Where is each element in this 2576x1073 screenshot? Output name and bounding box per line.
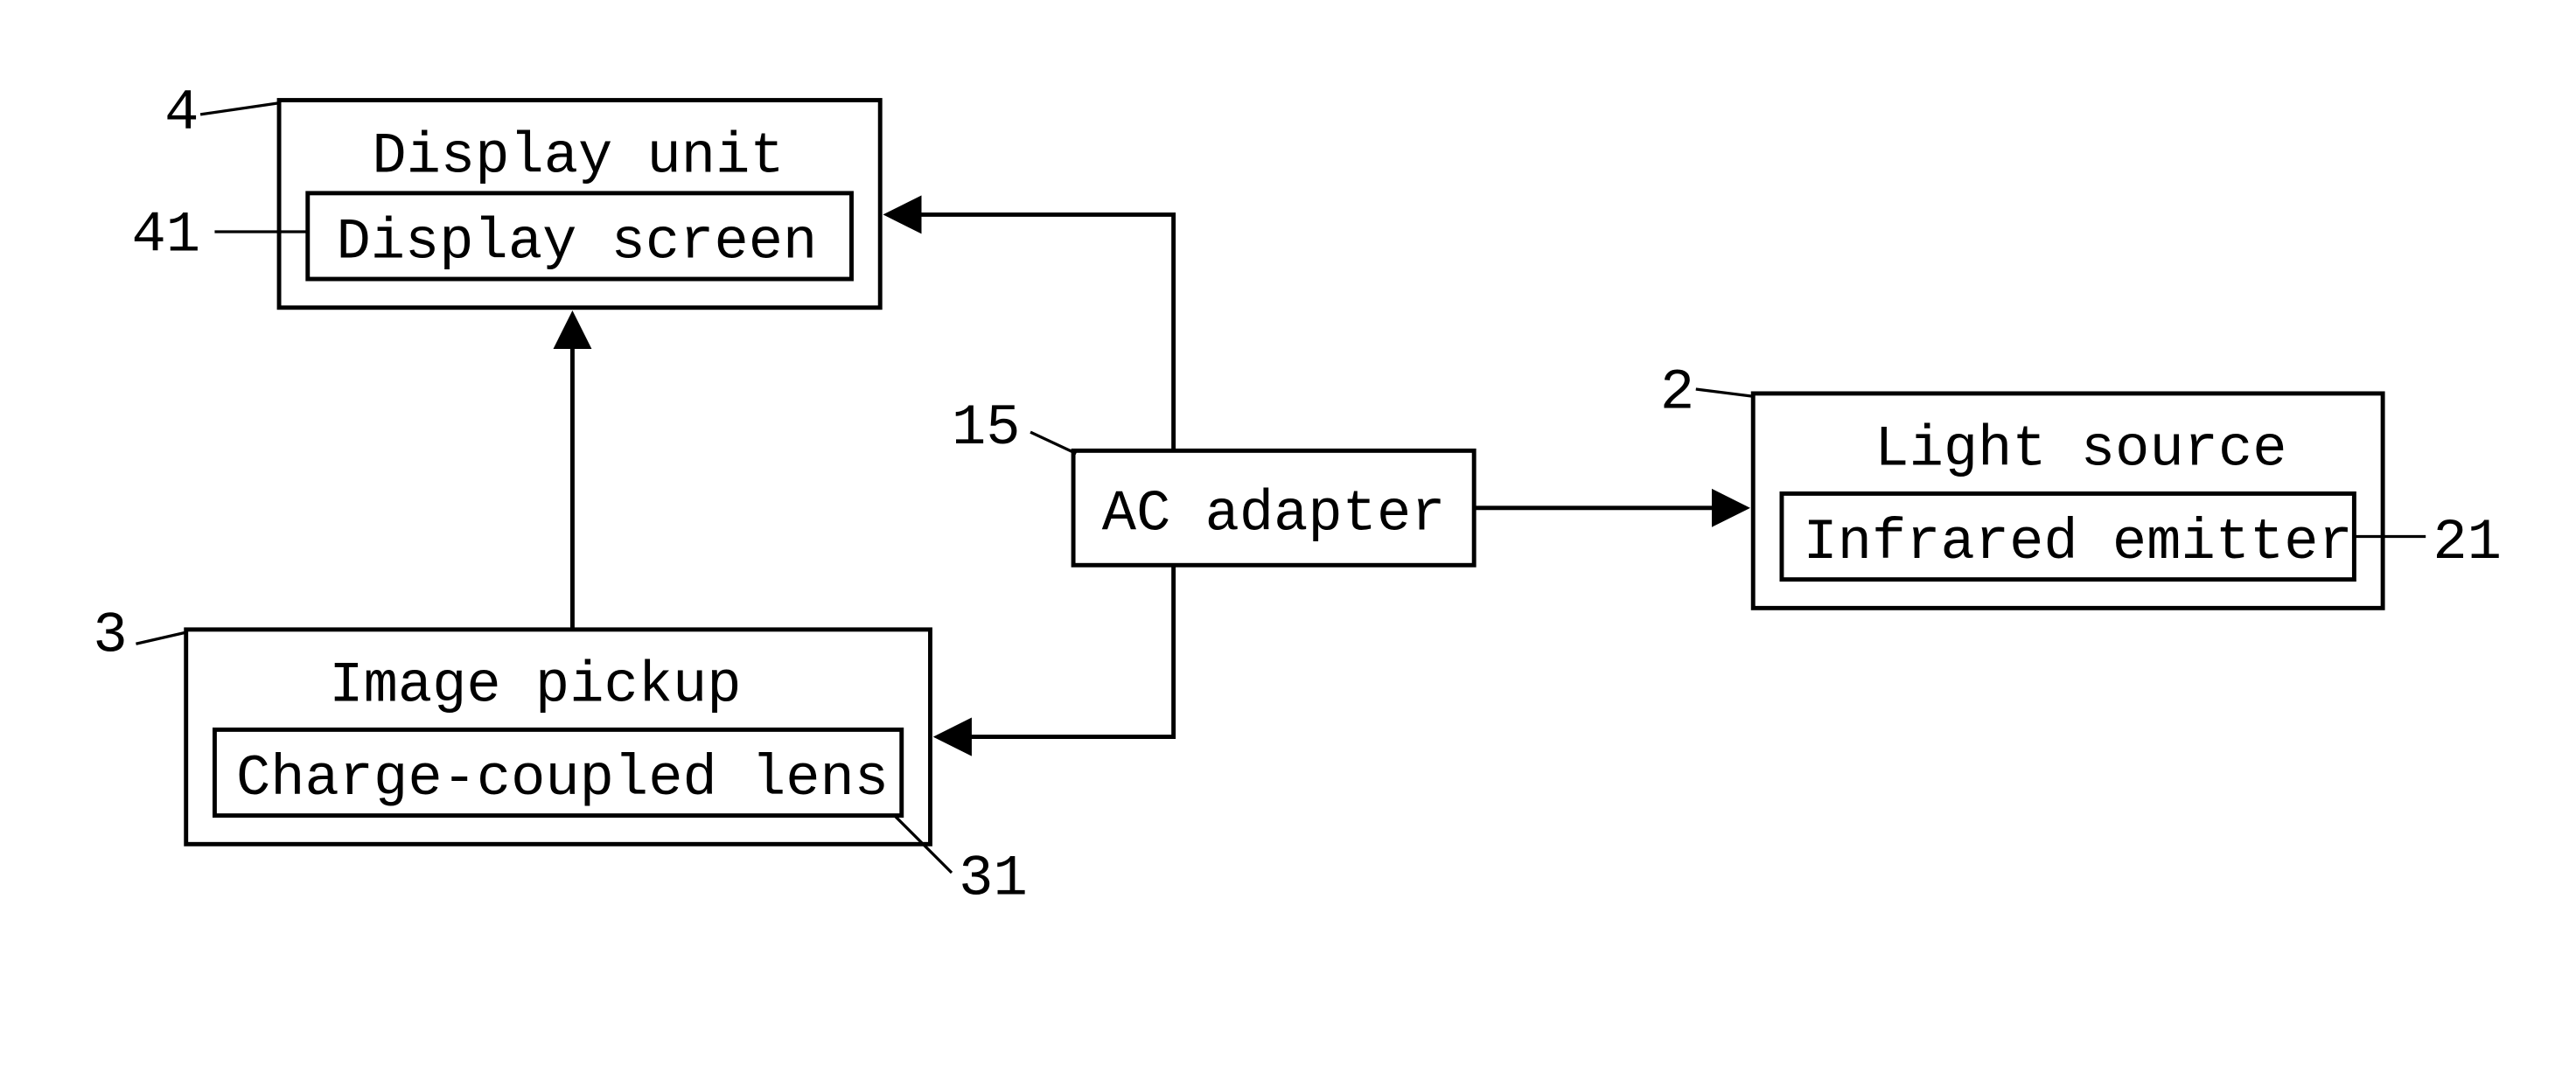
ref-15: 15: [952, 396, 1021, 461]
ref-21: 21: [2433, 511, 2502, 575]
ac-adapter-label: AC adapter: [1102, 482, 1446, 547]
ref-4: 4: [164, 81, 199, 146]
edge-ac-adapter-to-image-pickup: [938, 565, 1174, 736]
lead-line-2: [1696, 389, 1753, 396]
lead-line-3: [136, 632, 185, 644]
lead-line-15: [1030, 432, 1076, 454]
image-pickup-label: Image pickup: [329, 654, 741, 719]
ref-2: 2: [1660, 360, 1694, 425]
display-unit-label: Display unit: [372, 124, 784, 189]
display-screen-label: Display screen: [336, 210, 817, 275]
ref-41: 41: [132, 203, 201, 268]
lead-line-4: [200, 103, 279, 115]
light-source-label: Light source: [1874, 418, 2286, 483]
ref-3: 3: [93, 603, 127, 668]
edge-ac-adapter-to-display-unit: [887, 214, 1173, 450]
charge-coupled-lens-label: Charge-coupled lens: [236, 747, 889, 812]
infrared-emitter-label: Infrared emitter: [1803, 511, 2352, 575]
ref-31: 31: [959, 847, 1028, 912]
